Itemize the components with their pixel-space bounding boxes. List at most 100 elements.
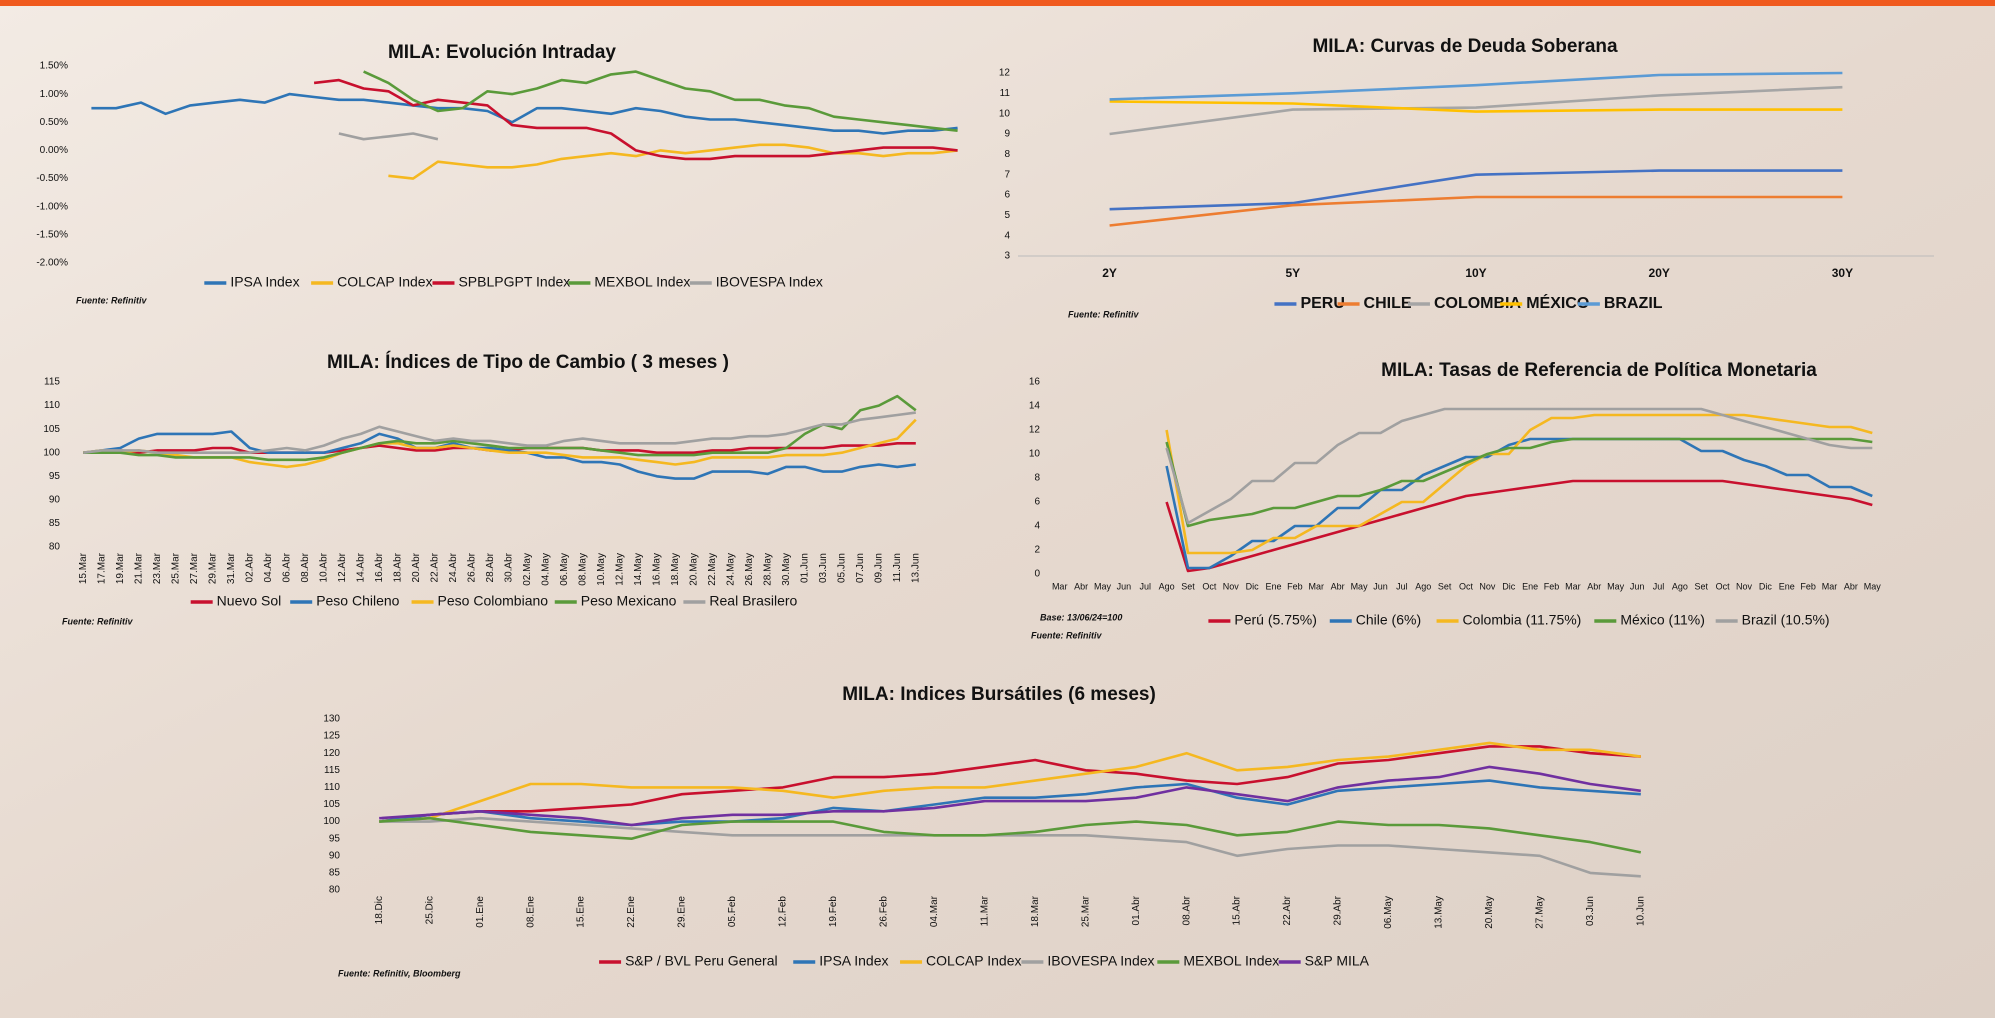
x-tick-label: 04.Abr [263, 552, 274, 582]
x-tick-label: Ago [1672, 581, 1688, 591]
x-tick-label: Dic [1246, 581, 1259, 591]
x-tick-label: 12.Feb [778, 896, 789, 928]
legend-label: Perú (5.75%) [1234, 612, 1316, 628]
x-tick-label: 14.May [633, 553, 644, 586]
x-tick-label: Oct [1716, 581, 1731, 591]
x-tick-label: 20.May [1484, 896, 1495, 929]
y-tick-label: 11 [1000, 88, 1011, 99]
x-tick-label: 02.Abr [244, 552, 255, 582]
x-tick-label: 01.Abr [1131, 895, 1142, 925]
x-tick-label: Oct [1459, 581, 1474, 591]
legend-label: MEXBOL Index [1183, 953, 1279, 969]
x-tick-label: Mar [1309, 581, 1325, 591]
x-tick-label: 23.Mar [152, 552, 163, 584]
x-tick-label: 04.Mar [929, 895, 940, 927]
x-tick-label: 11.Jun [892, 553, 903, 582]
x-tick-label: 29.Mar [207, 552, 218, 584]
x-tick-label: 10.Abr [318, 552, 329, 582]
x-tick-label: Jul [1396, 581, 1408, 591]
x-tick-label: 19.Feb [828, 896, 839, 928]
x-tick-label: 01.Jun [799, 553, 810, 583]
x-tick-label: Abr [1844, 581, 1858, 591]
y-tick-label: 0.50% [40, 117, 68, 128]
y-tick-label: 10 [999, 108, 1011, 119]
legend-label: Peso Chileno [316, 593, 399, 609]
x-tick-label: 06.May [559, 553, 570, 586]
x-tick-label: Set [1694, 581, 1708, 591]
x-tick-label: Ago [1159, 581, 1175, 591]
legend-label: IPSA Index [819, 953, 888, 969]
y-tick-label: 9 [1004, 129, 1010, 140]
y-tick-label: 0.00% [40, 145, 68, 156]
y-tick-label: 2 [1034, 545, 1040, 556]
x-tick-label: 24.Abr [448, 552, 459, 582]
x-tick-label: 12.Abr [337, 552, 348, 582]
x-tick-label: 04.May [540, 553, 551, 586]
y-tick-label: 4 [1004, 230, 1010, 241]
y-tick-label: 80 [49, 542, 61, 553]
x-tick-label: 21.Mar [133, 552, 144, 584]
x-tick-label: Nov [1223, 581, 1240, 591]
chart-title: MILA: Tasas de Referencia de Política Mo… [1381, 360, 1817, 381]
y-tick-label: 90 [329, 850, 341, 861]
x-tick-label: 09.Jun [873, 553, 884, 583]
legend-label: México (11%) [1620, 612, 1705, 628]
y-tick-label: 1.00% [40, 89, 68, 100]
legend-label: Real Brasilero [709, 593, 797, 609]
x-tick-label: May [1351, 581, 1369, 591]
x-tick-label: May [1864, 581, 1882, 591]
y-tick-label: 100 [323, 816, 340, 827]
x-tick-label: 15.Abr [1232, 895, 1243, 925]
x-tick-label: 06.May [1383, 896, 1394, 929]
x-tick-label: 22.Abr [429, 552, 440, 582]
source-note: Fuente: Refinitiv [62, 616, 133, 626]
x-tick-label: Ene [1266, 581, 1282, 591]
x-tick-label: 17.Mar [96, 552, 107, 584]
x-tick-label: 02.May [522, 553, 533, 586]
x-tick-label: 25.Dic [424, 896, 435, 924]
x-tick-label: Ene [1522, 581, 1538, 591]
x-tick-label: 15.Ene [576, 896, 587, 928]
source-note: Fuente: Refinitiv [76, 295, 147, 305]
x-tick-label: 18.Mar [1030, 895, 1041, 927]
y-tick-label: 14 [1029, 401, 1041, 412]
x-tick-label: May [1607, 581, 1625, 591]
legend-label: BRAZIL [1604, 295, 1663, 312]
x-tick-label: Dic [1759, 581, 1772, 591]
x-tick-label: 28.May [762, 553, 773, 586]
y-tick-label: 120 [323, 748, 340, 759]
x-tick-label: Jun [1630, 581, 1645, 591]
x-tick-label: 24.May [725, 553, 736, 586]
x-tick-label: 16.Abr [374, 552, 385, 582]
source-note: Fuente: Refinitiv [1068, 309, 1139, 319]
legend-label: Peso Colombiano [438, 593, 549, 609]
x-tick-label: 05.Feb [727, 896, 738, 928]
x-tick-label: 13.Jun [910, 553, 921, 583]
y-tick-label: 115 [324, 765, 340, 776]
source-note: Fuente: Refinitiv, Bloomberg [338, 968, 461, 978]
x-tick-label: Ago [1415, 581, 1431, 591]
x-tick-label: Feb [1287, 581, 1303, 591]
y-tick-label: 10 [1029, 449, 1041, 460]
y-tick-label: 5 [1004, 210, 1010, 221]
x-tick-label: 03.Jun [818, 553, 829, 583]
source-note: Fuente: Refinitiv [1031, 630, 1102, 640]
x-tick-label: 29.Ene [677, 896, 688, 928]
x-tick-label: 12.May [614, 553, 625, 586]
x-tick-label: 11.Mar [979, 895, 990, 926]
y-tick-label: 12 [999, 68, 1011, 79]
y-tick-label: 7 [1004, 169, 1010, 180]
legend-label: S&P MILA [1305, 953, 1370, 969]
x-tick-label: 08.May [577, 553, 588, 586]
y-tick-label: -1.00% [36, 201, 68, 212]
x-tick-label: 16.May [651, 553, 662, 586]
annotation: Base: 13/06/24=100 [1040, 612, 1122, 622]
x-tick-label: 07.Jun [855, 553, 866, 583]
y-tick-label: 6 [1004, 190, 1010, 201]
legend-label: COLCAP Index [337, 274, 432, 290]
x-tick-label: 2Y [1102, 266, 1117, 280]
legend-label: Chile (6%) [1356, 612, 1421, 628]
y-tick-label: 110 [44, 400, 60, 411]
x-tick-label: 10.May [596, 553, 607, 586]
x-tick-label: Feb [1800, 581, 1816, 591]
